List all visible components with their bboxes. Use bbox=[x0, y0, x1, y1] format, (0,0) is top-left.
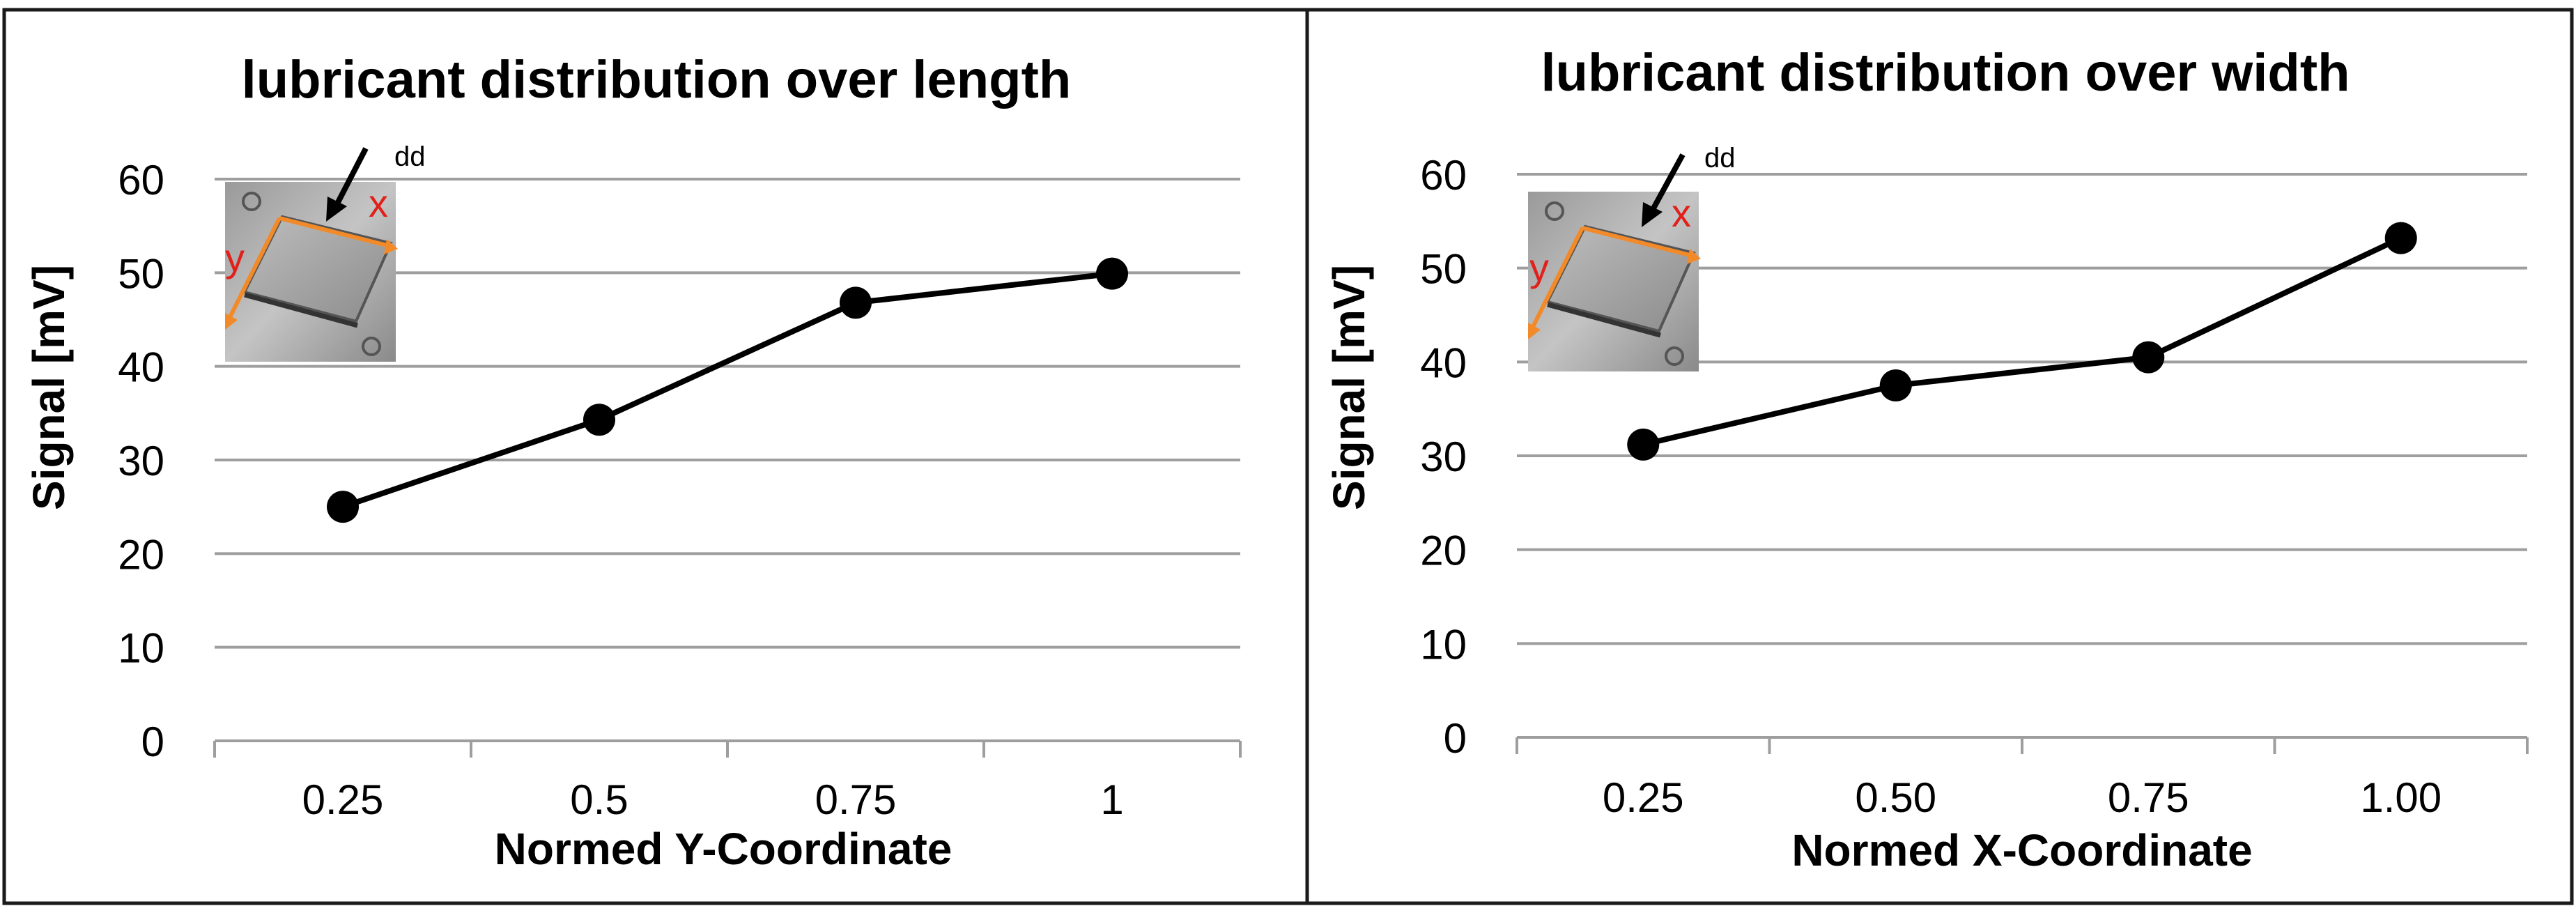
x-tick-labels: 0.25 0.50 0.75 1.00 bbox=[1603, 774, 2442, 821]
y-tick-label: 50 bbox=[118, 250, 164, 297]
x-axis bbox=[1515, 736, 2529, 754]
inset-x-label: x bbox=[1672, 191, 1691, 235]
y-tick-label: 30 bbox=[1420, 434, 1467, 480]
inset-pad-edge bbox=[244, 292, 358, 328]
inset-screw-hole-bottom bbox=[1665, 346, 1684, 366]
x-tick-label: 0.25 bbox=[1603, 774, 1684, 821]
series-signal bbox=[327, 257, 1128, 523]
inset-y-arrow bbox=[226, 217, 281, 323]
chart-length: lubricant distribution over length 0 10 20… bbox=[2, 8, 1311, 905]
inset-x-label: x bbox=[369, 181, 388, 225]
x-tick-label: 0.5 bbox=[570, 776, 628, 823]
y-tick-label: 60 bbox=[118, 157, 164, 204]
inset-pointer-label: dd bbox=[394, 141, 426, 172]
inset-y-label: y bbox=[1529, 245, 1549, 289]
data-point bbox=[840, 286, 872, 319]
inset-y-arrowhead bbox=[225, 313, 238, 330]
x-tick-label: 0.25 bbox=[302, 776, 384, 823]
inset-screw-hole-top bbox=[1545, 201, 1564, 221]
x-axis-label: Normed Y-Coordinate bbox=[495, 824, 952, 874]
y-tick-label: 20 bbox=[1420, 528, 1467, 574]
y-tick-label: 40 bbox=[118, 344, 164, 391]
x-tick-label: 0.50 bbox=[1855, 774, 1936, 821]
x-tick-labels: 0.25 0.5 0.75 1 bbox=[302, 776, 1124, 823]
inset-x-arrowhead bbox=[1687, 249, 1701, 264]
y-tick-label: 50 bbox=[1420, 246, 1467, 293]
y-tick-labels: 0 10 20 30 40 50 60 bbox=[118, 157, 164, 765]
inset-pointer-arrowhead bbox=[326, 197, 347, 222]
y-tick-label: 10 bbox=[1420, 621, 1467, 668]
x-axis-label: Normed X-Coordinate bbox=[1791, 825, 2252, 875]
inset-pointer-arrowhead bbox=[1642, 202, 1663, 227]
chart-width: lubricant distribution over width 0 10 20 3… bbox=[1305, 8, 2574, 905]
y-tick-labels: 0 10 20 30 40 50 60 bbox=[1420, 152, 1467, 762]
series-line bbox=[1642, 235, 2403, 447]
x-tick-label: 0.75 bbox=[2108, 774, 2189, 821]
y-tick-label: 30 bbox=[118, 438, 164, 484]
data-point bbox=[583, 404, 615, 436]
x-tick-label: 1 bbox=[1100, 776, 1123, 823]
inset-pointer-arrow bbox=[1647, 153, 1686, 216]
gridlines bbox=[1517, 173, 2527, 645]
y-tick-label: 60 bbox=[1420, 152, 1467, 199]
inset-y-arrow bbox=[1529, 227, 1584, 332]
inset-y-label: y bbox=[225, 236, 245, 279]
inset-pointer-arrow bbox=[332, 147, 369, 210]
data-point bbox=[327, 491, 359, 523]
x-tick-label: 1.00 bbox=[2360, 774, 2442, 821]
y-tick-label: 10 bbox=[118, 625, 164, 672]
y-tick-label: 20 bbox=[118, 531, 164, 578]
y-tick-label: 40 bbox=[1420, 339, 1467, 386]
data-point bbox=[1627, 428, 1660, 461]
inset-x-arrow bbox=[279, 216, 390, 248]
chart-title: lubricant distribution over length bbox=[242, 50, 1072, 109]
inset-x-arrowhead bbox=[384, 239, 398, 254]
y-tick-label: 0 bbox=[1444, 715, 1467, 762]
data-point bbox=[2132, 341, 2165, 374]
inset-y-arrowhead bbox=[1528, 323, 1541, 339]
y-axis-label: Signal [mV] bbox=[24, 265, 74, 510]
inset-x-arrow bbox=[1582, 226, 1693, 258]
inset-screw-hole-top bbox=[242, 192, 261, 211]
data-point bbox=[1879, 369, 1912, 401]
inset-screw-hole-bottom bbox=[362, 337, 381, 356]
y-axis-label: Signal [mV] bbox=[1324, 265, 1374, 510]
x-tick-label: 0.75 bbox=[815, 776, 897, 823]
chart-title: lubricant distribution over width bbox=[1541, 43, 2350, 102]
data-point bbox=[2384, 222, 2417, 254]
inset-pointer-label: dd bbox=[1704, 143, 1736, 174]
data-point bbox=[1096, 257, 1128, 290]
inset-pad-edge bbox=[1547, 302, 1661, 338]
x-axis bbox=[213, 739, 1242, 758]
series-line bbox=[341, 270, 1113, 509]
y-tick-label: 0 bbox=[141, 719, 164, 765]
inset-photo: x y bbox=[1528, 191, 1701, 371]
series-signal bbox=[1627, 222, 2417, 461]
inset-photo: x y bbox=[225, 181, 398, 362]
chart-frame bbox=[2, 8, 1311, 905]
